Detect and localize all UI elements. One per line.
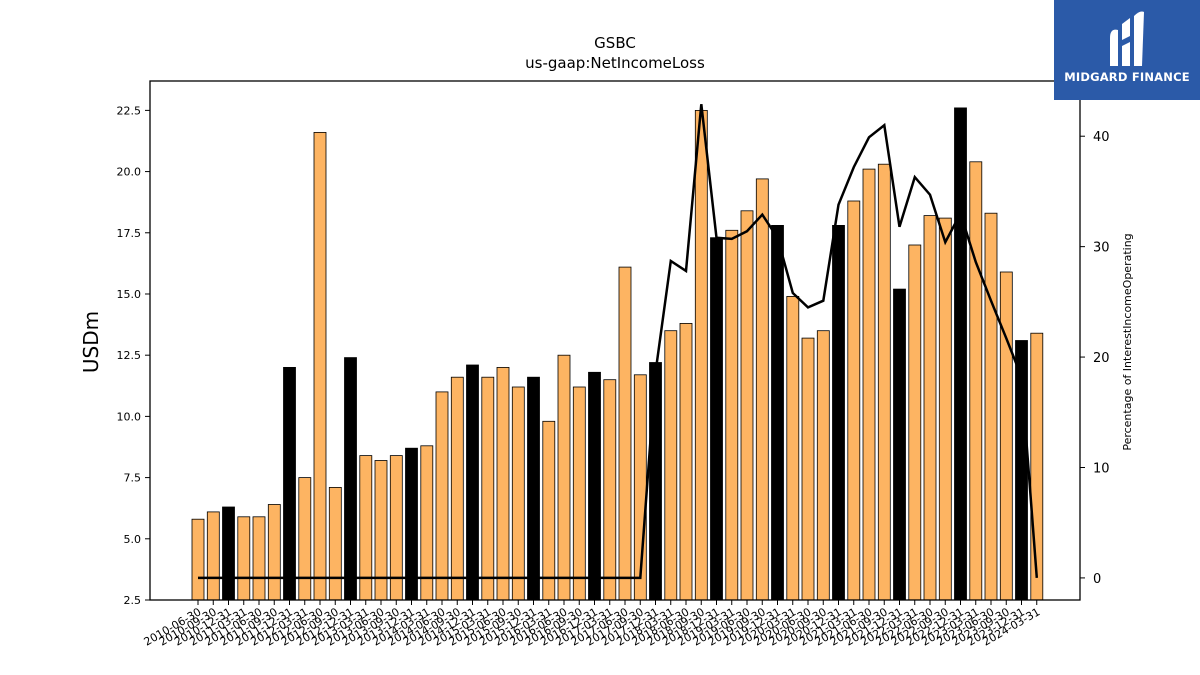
bar-2012-03-31: [298, 477, 312, 601]
bar-2017-03-31: [603, 379, 617, 601]
y-tick-label: 7.5: [124, 472, 142, 485]
bar-2021-06-30: [862, 168, 876, 601]
bar-2016-03-31: [542, 420, 556, 601]
bar-2015-03-31: [481, 376, 495, 601]
bar-2014-09-30: [450, 376, 464, 601]
bar-2016-06-30: [557, 354, 571, 601]
bar-2015-09-30: [511, 386, 525, 601]
y-tick-label: 17.5: [117, 227, 142, 240]
chart-title: GSBC: [594, 34, 636, 52]
bar-2022-06-30: [923, 215, 937, 601]
bar-2011-09-30: [267, 504, 281, 601]
bars-group: [191, 107, 1044, 601]
bar-2020-09-30: [816, 330, 830, 601]
bar-2016-09-30: [572, 386, 586, 601]
bar-2023-03-31: [969, 161, 983, 601]
bar-2011-03-31: [237, 516, 251, 601]
logo-text: MIDGARD FINANCE: [1064, 70, 1190, 84]
bar-2012-09-30: [328, 486, 342, 601]
y2-tick-label: 20: [1093, 351, 1110, 366]
chart-subtitle: us-gaap:NetIncomeLoss: [525, 54, 705, 72]
y-tick-label: 12.5: [117, 349, 142, 362]
bar-2023-09-30: [999, 271, 1013, 601]
bar-2021-03-31: [847, 200, 861, 601]
y-tick-label: 20.0: [117, 166, 142, 179]
y2-axis-label: Percentage of InterestIncomeOperating: [1121, 233, 1134, 450]
bar-2010-12-31: [222, 506, 235, 601]
y2-tick-label: 0: [1093, 572, 1101, 587]
bar-2010-09-30: [206, 511, 220, 601]
y-axis-right: 0 10 20 30 40: [1080, 130, 1110, 587]
bar-2011-06-30: [252, 516, 266, 601]
bar-2020-06-30: [801, 337, 815, 601]
y-tick-label: 15.0: [117, 288, 142, 301]
bar-2019-09-30: [755, 178, 769, 601]
bar-2012-06-30: [313, 131, 327, 601]
bar-2017-12-31: [649, 362, 662, 601]
plot-frame: [149, 80, 1081, 601]
x-axis: 2010-06-302010-09-302010-12-312011-03-31…: [142, 600, 1042, 649]
bar-2014-06-30: [435, 391, 449, 601]
bar-2020-12-31: [832, 224, 845, 601]
bar-2018-06-30: [679, 322, 693, 601]
brand-logo: MIDGARD FINANCE: [1054, 0, 1200, 100]
bar-2023-06-30: [984, 212, 998, 601]
y-tick-label: 10.0: [117, 410, 142, 423]
y-axis-left: 2.5 5.0 7.5 10.0 12.5 15.0 17.5 20.0 22.5: [117, 104, 150, 607]
y2-tick-label: 30: [1093, 241, 1110, 256]
y-tick-label: 2.5: [124, 594, 142, 607]
bar-2021-09-30: [877, 163, 891, 601]
bar-2014-12-31: [466, 364, 479, 601]
bar-2020-03-31: [786, 295, 800, 601]
bar-2019-06-30: [740, 210, 754, 601]
bar-2015-12-31: [527, 376, 540, 601]
bar-2017-06-30: [618, 266, 632, 601]
bar-2022-03-31: [908, 244, 922, 601]
bar-2019-12-31: [771, 224, 784, 601]
logo-mark-icon: [1110, 11, 1144, 66]
bar-2022-12-31: [954, 107, 967, 601]
bar-2022-09-30: [938, 217, 952, 601]
bar-2018-09-30: [694, 110, 708, 601]
y2-tick-label: 10: [1093, 461, 1110, 476]
bar-2021-12-31: [893, 288, 906, 601]
bar-2016-12-31: [588, 371, 601, 601]
y-axis-label: USDm: [79, 311, 103, 373]
bar-2012-12-31: [344, 357, 357, 601]
bar-2018-12-31: [710, 237, 723, 601]
bar-2024-03-31: [1030, 332, 1044, 601]
percentage-line: [198, 104, 1039, 580]
y-tick-label: 22.5: [117, 104, 142, 117]
y-tick-label: 5.0: [124, 533, 142, 546]
bar-2010-06-30: [191, 518, 205, 601]
bar-2011-12-31: [283, 366, 296, 601]
y2-tick-label: 40: [1093, 130, 1110, 145]
bar-2019-03-31: [725, 229, 739, 601]
bar-2018-03-31: [664, 330, 678, 601]
bar-2015-06-30: [496, 366, 510, 601]
